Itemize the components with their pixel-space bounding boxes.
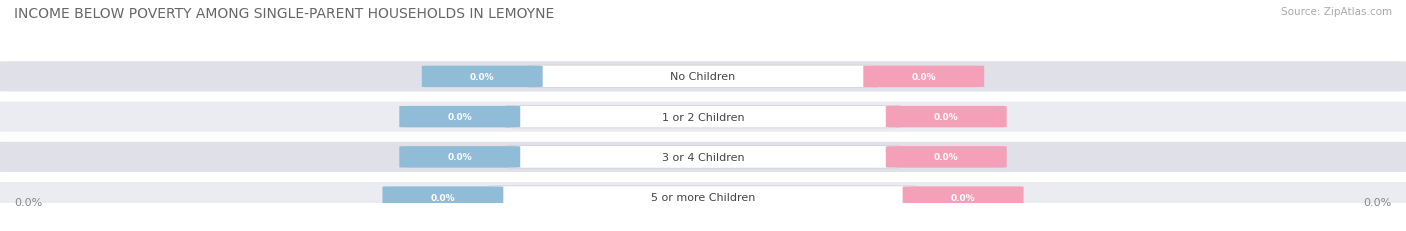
FancyBboxPatch shape [399,106,520,128]
FancyBboxPatch shape [506,106,900,128]
FancyBboxPatch shape [0,182,1406,212]
Text: 1 or 2 Children: 1 or 2 Children [662,112,744,122]
Text: 3 or 4 Children: 3 or 4 Children [662,152,744,162]
FancyBboxPatch shape [422,66,543,88]
Text: 5 or more Children: 5 or more Children [651,192,755,202]
FancyBboxPatch shape [886,146,1007,168]
FancyBboxPatch shape [489,186,917,209]
FancyBboxPatch shape [886,106,1007,128]
Text: 0.0%: 0.0% [934,113,959,122]
Text: 0.0%: 0.0% [14,197,42,207]
Text: 0.0%: 0.0% [934,153,959,162]
FancyBboxPatch shape [863,66,984,88]
Text: No Children: No Children [671,72,735,82]
FancyBboxPatch shape [0,142,1406,172]
Text: 0.0%: 0.0% [447,153,472,162]
Text: Source: ZipAtlas.com: Source: ZipAtlas.com [1281,7,1392,17]
Text: 0.0%: 0.0% [950,193,976,202]
Text: 0.0%: 0.0% [1364,197,1392,207]
Text: 0.0%: 0.0% [911,73,936,82]
FancyBboxPatch shape [0,62,1406,92]
FancyBboxPatch shape [382,187,503,208]
FancyBboxPatch shape [399,146,520,168]
Text: 0.0%: 0.0% [447,113,472,122]
FancyBboxPatch shape [529,66,877,88]
FancyBboxPatch shape [903,187,1024,208]
FancyBboxPatch shape [506,146,900,168]
FancyBboxPatch shape [0,102,1406,132]
Text: 0.0%: 0.0% [430,193,456,202]
Text: INCOME BELOW POVERTY AMONG SINGLE-PARENT HOUSEHOLDS IN LEMOYNE: INCOME BELOW POVERTY AMONG SINGLE-PARENT… [14,7,554,21]
Text: 0.0%: 0.0% [470,73,495,82]
